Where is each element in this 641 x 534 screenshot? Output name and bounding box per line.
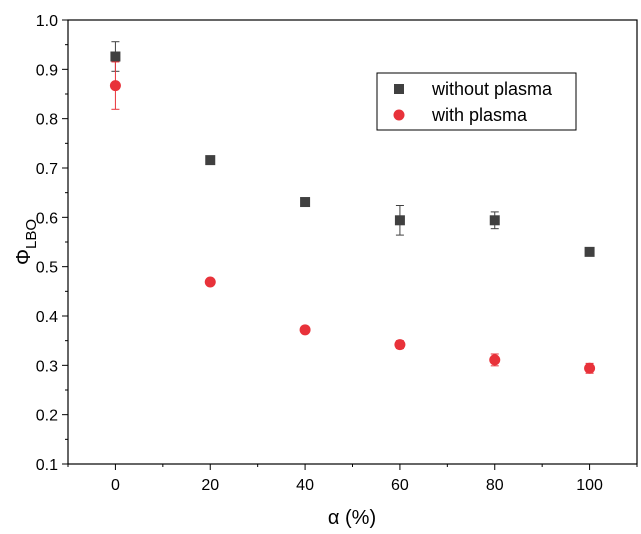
y-tick-label: 0.1 [36,457,58,474]
y-axis-title: ΦLBO [13,219,40,265]
legend-label-with-plasma: with plasma [431,105,528,125]
data-point-with-plasma [109,80,121,92]
y-tick-label: 0.7 [36,161,58,178]
y-tick-label: 0.6 [36,210,58,227]
data-point-without-plasma [110,51,121,62]
x-tick-label: 0 [111,477,120,494]
legend-marker-with-plasma [393,109,405,121]
legend-marker-without-plasma [394,84,404,94]
legend: without plasma with plasma [376,72,577,131]
y-tick-label: 0.8 [36,112,58,129]
data-point-with-plasma [584,362,596,374]
legend-box [376,72,577,131]
y-tick-label: 0.4 [36,309,58,326]
x-tick-label: 80 [486,477,504,494]
data-point-without-plasma [205,155,216,166]
x-axis-title: α (%) [328,507,376,529]
x-tick-label: 40 [296,477,314,494]
x-tick-label: 20 [201,477,219,494]
y-tick-label: 0.2 [36,408,58,425]
data-point-with-plasma [299,324,311,336]
data-point-with-plasma [204,276,216,288]
x-tick-label: 100 [576,477,603,494]
data-point-without-plasma [394,215,405,226]
y-axis: 0.1 0.2 0.3 0.4 0.5 0.6 0.7 0.8 0.9 1.0 [36,13,68,474]
data-point-without-plasma [300,197,311,208]
y-axis-title-main: Φ [13,249,35,265]
data-point-with-plasma [394,339,406,351]
data-marks [109,41,596,374]
y-tick-label: 0.3 [36,358,58,375]
data-point-without-plasma [489,215,500,226]
y-tick-label: 0.9 [36,62,58,79]
x-tick-label: 60 [391,477,409,494]
x-axis: 0 20 40 60 80 100 [67,464,638,494]
data-point-without-plasma [584,246,595,257]
y-tick-label: 1.0 [36,13,58,30]
data-point-with-plasma [489,354,501,366]
y-tick-label: 0.5 [36,260,58,277]
legend-label-without-plasma: without plasma [431,79,553,99]
y-axis-title-subscript: LBO [23,219,40,249]
